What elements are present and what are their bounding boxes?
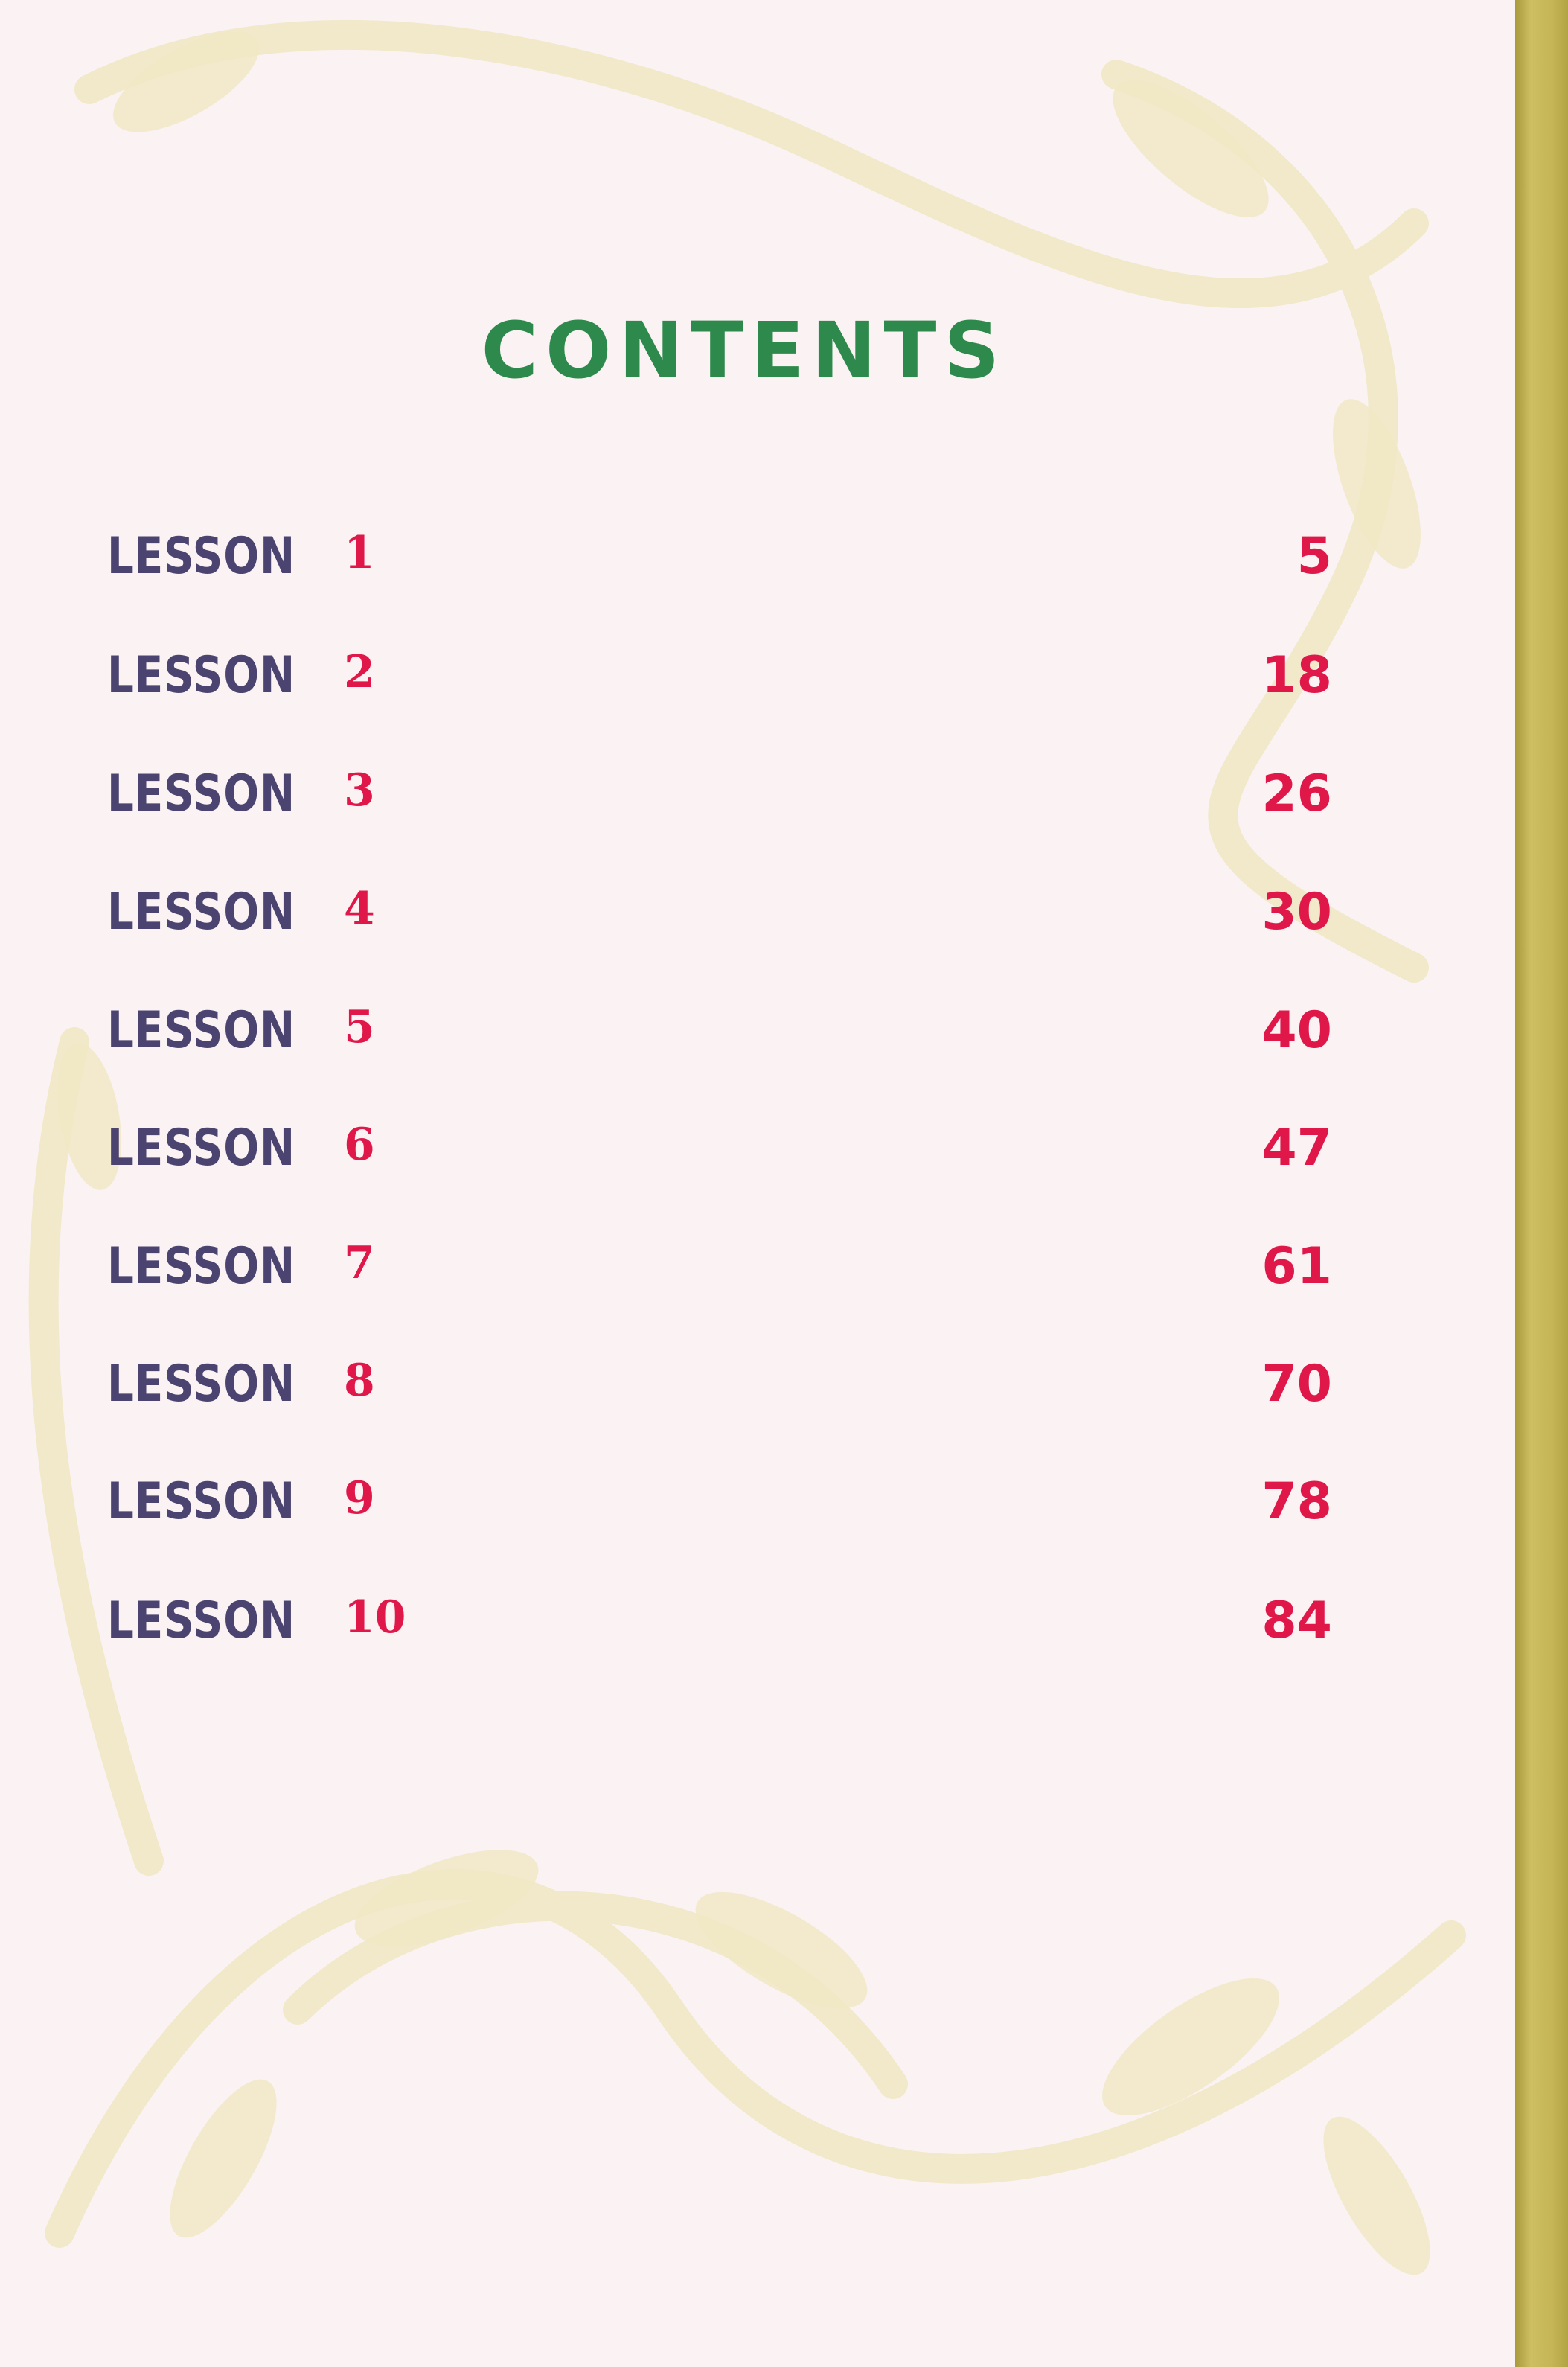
lesson-number: 10 (344, 1591, 406, 1644)
page-number: 18 (1261, 646, 1332, 705)
page-number: 40 (1261, 1001, 1332, 1060)
lesson-number: 3 (344, 764, 375, 817)
page-number: 84 (1261, 1591, 1332, 1650)
lesson-label: LESSON (107, 1001, 296, 1060)
toc-entry[interactable]: LESSON 5 40 (0, 1001, 1488, 1090)
lesson-number: 8 (344, 1355, 375, 1407)
lesson-label: LESSON (107, 883, 296, 942)
page-number: 70 (1261, 1355, 1332, 1414)
lesson-label: LESSON (107, 1237, 296, 1296)
page-number: 61 (1261, 1237, 1332, 1296)
page-number: 30 (1261, 883, 1332, 942)
lesson-label: LESSON (107, 1119, 296, 1178)
toc-entry[interactable]: LESSON 2 18 (0, 646, 1488, 735)
toc-entry[interactable]: LESSON 9 78 (0, 1472, 1488, 1562)
lesson-label: LESSON (107, 1591, 296, 1650)
lesson-number: 7 (344, 1237, 375, 1289)
toc-entry[interactable]: LESSON 10 84 (0, 1591, 1488, 1681)
toc-entry[interactable]: LESSON 1 5 (0, 527, 1488, 616)
floral-ornament-background (28, 19, 1466, 2275)
book-spine-edge (1515, 0, 1568, 2367)
page-number: 47 (1261, 1119, 1332, 1178)
lesson-label: LESSON (107, 646, 296, 705)
page-number: 78 (1261, 1472, 1332, 1531)
lesson-number: 9 (344, 1472, 375, 1524)
lesson-label: LESSON (107, 527, 296, 586)
lesson-number: 5 (344, 1001, 375, 1053)
toc-entry[interactable]: LESSON 7 61 (0, 1237, 1488, 1326)
toc-entry[interactable]: LESSON 4 30 (0, 883, 1488, 972)
page-number: 5 (1296, 527, 1332, 586)
toc-entry[interactable]: LESSON 6 47 (0, 1119, 1488, 1208)
lesson-number: 6 (344, 1119, 375, 1171)
lesson-number: 4 (344, 883, 375, 935)
lesson-label: LESSON (107, 1472, 296, 1531)
lesson-label: LESSON (107, 1355, 296, 1414)
toc-entry[interactable]: LESSON 8 70 (0, 1355, 1488, 1444)
page-number: 26 (1261, 764, 1332, 823)
toc-entry[interactable]: LESSON 3 26 (0, 764, 1488, 854)
page-title: CONTENTS (481, 305, 1008, 396)
lesson-label: LESSON (107, 764, 296, 823)
lesson-number: 2 (344, 646, 375, 698)
lesson-number: 1 (344, 527, 375, 579)
